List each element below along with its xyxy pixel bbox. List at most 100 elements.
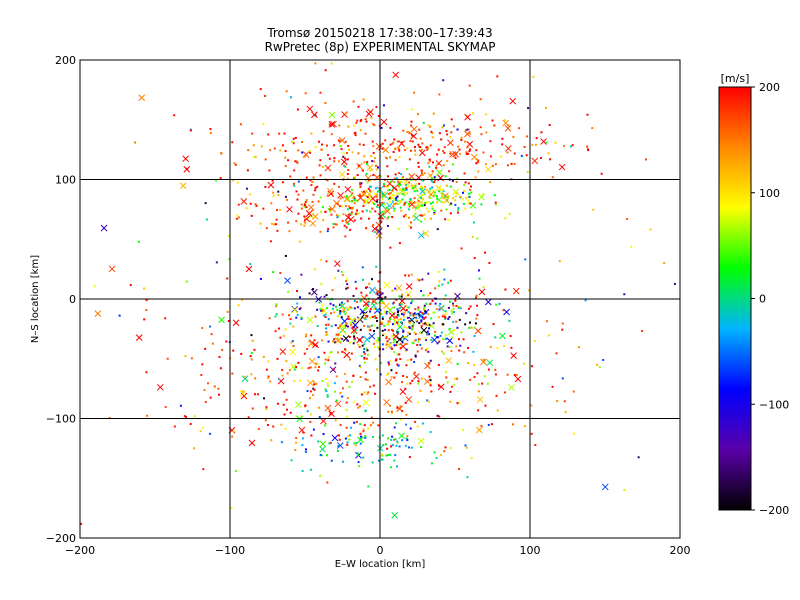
data-point xyxy=(278,208,281,211)
data-point xyxy=(338,303,341,306)
data-point xyxy=(269,149,272,152)
data-point-cross xyxy=(330,120,337,128)
data-point xyxy=(375,168,378,171)
data-point xyxy=(285,360,288,363)
data-point-cross xyxy=(427,190,435,198)
data-point xyxy=(418,128,421,131)
data-point xyxy=(415,316,418,319)
data-point xyxy=(231,372,234,375)
data-point xyxy=(383,324,386,327)
data-point xyxy=(443,151,446,154)
data-point xyxy=(405,186,408,189)
data-point xyxy=(417,380,420,383)
data-point xyxy=(422,198,425,201)
data-point xyxy=(457,207,460,210)
data-point xyxy=(321,143,324,146)
data-point-cross xyxy=(417,437,425,445)
data-point xyxy=(324,388,327,391)
data-point xyxy=(381,210,384,213)
data-point xyxy=(324,313,327,316)
data-point xyxy=(281,181,284,184)
data-point xyxy=(412,215,415,218)
data-point xyxy=(322,314,325,317)
data-point-cross xyxy=(368,332,376,340)
data-point-cross xyxy=(417,232,425,239)
data-point xyxy=(467,362,470,365)
data-point xyxy=(330,351,333,354)
data-point-cross xyxy=(435,168,443,176)
data-point xyxy=(469,188,472,191)
data-point xyxy=(407,185,410,188)
data-point xyxy=(316,308,319,311)
data-point xyxy=(509,335,512,338)
data-point xyxy=(428,400,431,403)
data-point xyxy=(426,330,429,333)
data-point xyxy=(506,373,509,376)
data-point xyxy=(437,270,440,273)
data-point xyxy=(407,204,410,207)
data-point xyxy=(492,323,495,326)
data-point xyxy=(373,124,376,127)
data-point xyxy=(239,123,242,126)
data-point xyxy=(467,346,470,349)
data-point xyxy=(400,303,403,306)
data-point xyxy=(382,444,385,447)
data-point xyxy=(551,176,554,179)
data-point xyxy=(364,378,367,381)
data-point xyxy=(267,133,270,136)
data-point xyxy=(372,122,375,125)
data-point xyxy=(303,352,306,355)
data-point xyxy=(369,189,372,192)
data-point xyxy=(393,376,396,379)
data-point xyxy=(408,320,411,323)
data-point-cross xyxy=(94,310,102,317)
data-point xyxy=(416,113,419,116)
data-point-cross xyxy=(405,396,413,403)
data-point xyxy=(338,438,341,441)
data-point xyxy=(289,317,292,320)
data-point xyxy=(309,179,312,182)
data-point xyxy=(458,467,461,470)
data-point xyxy=(477,383,480,386)
data-point xyxy=(411,300,414,303)
data-point xyxy=(365,357,368,360)
data-point xyxy=(389,453,392,456)
data-point xyxy=(317,356,320,359)
data-point xyxy=(388,200,391,203)
data-point xyxy=(327,227,330,230)
data-point-cross xyxy=(419,188,426,195)
data-point xyxy=(363,200,366,203)
data-point xyxy=(396,440,399,443)
data-point xyxy=(442,314,445,317)
data-point-cross xyxy=(248,439,256,447)
data-point xyxy=(349,206,352,209)
data-point xyxy=(389,143,392,146)
data-point xyxy=(365,162,368,165)
data-point xyxy=(436,414,439,417)
data-point xyxy=(409,200,412,203)
data-point xyxy=(396,321,399,324)
data-point xyxy=(446,195,449,198)
data-point xyxy=(458,148,461,151)
data-point xyxy=(367,179,370,182)
data-point xyxy=(409,139,412,142)
data-point xyxy=(476,314,479,317)
data-point xyxy=(326,144,329,147)
data-point xyxy=(186,167,189,170)
data-point xyxy=(408,132,411,135)
data-point xyxy=(166,357,169,360)
data-point xyxy=(255,204,258,207)
data-point xyxy=(549,158,552,161)
data-point xyxy=(420,196,423,199)
data-point xyxy=(363,161,366,164)
data-point-cross xyxy=(503,308,510,316)
data-point xyxy=(415,313,418,316)
data-point xyxy=(512,135,515,138)
data-point-cross xyxy=(408,201,416,208)
data-point-cross xyxy=(396,336,404,343)
data-point-cross xyxy=(375,232,383,239)
data-point xyxy=(262,355,265,358)
data-point xyxy=(513,152,516,155)
data-point xyxy=(447,219,450,222)
